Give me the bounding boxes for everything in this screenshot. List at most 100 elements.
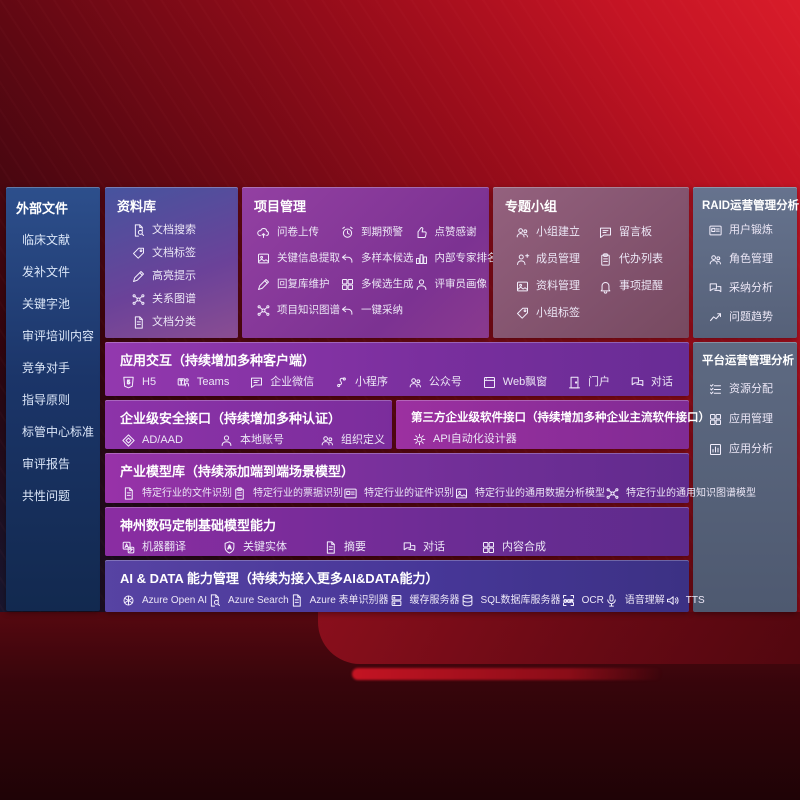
capability-label: 机器翻译 <box>142 541 186 553</box>
sidebar-item[interactable]: 标管中心标准 <box>22 425 94 440</box>
sidebar-item[interactable]: 审评报告 <box>22 457 94 472</box>
org-define-icon <box>320 433 335 448</box>
auth-item[interactable]: 本地账号 <box>219 433 284 448</box>
sidebar-item[interactable]: 临床文献 <box>22 233 94 248</box>
sidebar-item-label: 标管中心标准 <box>22 425 95 439</box>
service-item[interactable]: 缓存服务器 <box>389 593 460 608</box>
panel-title: 企业级安全接口（持续增加多种认证） <box>120 411 342 426</box>
client-item[interactable]: 对话 <box>630 375 673 390</box>
external-files-list: 临床文献 发补文件 关键字池 审评培训内容 竞争对手 指导原则 标管中心标准 审… <box>6 225 100 504</box>
service-label: 缓存服务器 <box>409 595 460 606</box>
sidebar-item[interactable]: 指导原则 <box>22 393 94 408</box>
feature-item[interactable]: 应用管理 <box>708 412 797 427</box>
capability-item[interactable]: 机器翻译 <box>121 540 186 555</box>
model-item[interactable]: 特定行业的通用知识图谱模型 <box>605 486 756 501</box>
group-create-icon <box>515 225 530 240</box>
local-account-icon <box>219 433 234 448</box>
feature-item[interactable]: 关系图谱 <box>131 292 232 307</box>
feature-item[interactable]: 回复库维护 <box>256 277 340 292</box>
service-item[interactable]: OCR <box>561 593 604 608</box>
sidebar-item[interactable]: 发补文件 <box>22 265 94 280</box>
feature-item[interactable]: 评审员画像 <box>414 277 498 292</box>
feature-item[interactable]: 文档分类 <box>131 315 232 330</box>
content-compose-icon <box>481 540 496 555</box>
model-label: 特定行业的通用知识图谱模型 <box>626 488 756 499</box>
feature-item[interactable]: 角色管理 <box>708 252 797 267</box>
service-item[interactable]: 语音理解 <box>604 593 665 608</box>
feature-item[interactable]: 多候选生成 <box>340 277 414 292</box>
auth-item[interactable]: 组织定义 <box>320 433 385 448</box>
service-item[interactable]: TTS <box>665 593 705 608</box>
feature-label: 角色管理 <box>729 253 773 265</box>
feature-label: 采纳分析 <box>729 282 773 294</box>
client-item[interactable]: 门户 <box>567 375 610 390</box>
feature-label: 留言板 <box>619 226 652 238</box>
feature-item[interactable]: 到期预警 <box>340 225 414 240</box>
sidebar-item-label: 发补文件 <box>22 265 71 279</box>
service-item[interactable]: SQL数据库服务器 <box>460 593 561 608</box>
sidebar-item[interactable]: 关键字池 <box>22 297 94 312</box>
model-item[interactable]: 特定行业的证件识别 <box>343 486 454 501</box>
auth-label: 组织定义 <box>340 434 385 446</box>
sidebar-item-label: 审评报告 <box>22 457 71 471</box>
feature-item[interactable]: 应用分析 <box>708 442 797 457</box>
feature-item[interactable]: 用户锻炼 <box>708 223 797 238</box>
feature-item[interactable]: 问卷上传 <box>256 225 340 240</box>
capability-item[interactable]: 内容合成 <box>481 540 546 555</box>
model-item[interactable]: 特定行业的文件识别 <box>121 486 232 501</box>
client-item[interactable]: Teams <box>176 375 229 390</box>
api-item[interactable]: API自动化设计器 <box>412 432 517 447</box>
auth-item[interactable]: AD/AAD <box>121 433 183 448</box>
feature-item[interactable]: 点赞感谢 <box>414 225 498 240</box>
key-info-icon <box>256 251 271 266</box>
feature-label: 问卷上传 <box>277 226 319 238</box>
capability-item[interactable]: 关键实体 <box>222 540 287 555</box>
feature-item[interactable]: 文档搜索 <box>131 223 232 238</box>
feature-item[interactable]: 多样本候选 <box>340 251 414 266</box>
sidebar-item[interactable]: 共性问题 <box>22 489 94 504</box>
sidebar-item[interactable]: 竞争对手 <box>22 361 94 376</box>
feature-item[interactable]: 小组标签 <box>515 306 598 321</box>
client-item[interactable]: Web飘窗 <box>482 375 547 390</box>
feature-item[interactable]: 资料管理 <box>515 279 598 294</box>
feature-label: 小组建立 <box>536 226 580 238</box>
feature-item[interactable]: 采纳分析 <box>708 281 797 296</box>
sidebar-item-label: 临床文献 <box>22 233 71 247</box>
feature-item[interactable]: 小组建立 <box>515 225 598 240</box>
feature-item[interactable]: 文档标签 <box>131 246 232 261</box>
feature-item[interactable]: 问题趋势 <box>708 310 797 325</box>
feature-item[interactable]: 留言板 <box>598 225 681 240</box>
service-item[interactable]: Azure 表单识别器 <box>289 593 389 608</box>
feature-label: 文档分类 <box>152 316 196 328</box>
feature-item[interactable]: 事项提醒 <box>598 279 681 294</box>
feature-label: 资料管理 <box>536 280 580 292</box>
model-item[interactable]: 特定行业的票据识别 <box>232 486 343 501</box>
capability-label: 内容合成 <box>502 541 546 553</box>
sidebar-item[interactable]: 审评培训内容 <box>22 329 94 344</box>
feature-item[interactable]: 一键采纳 <box>340 303 414 318</box>
service-item[interactable]: Azure Open AI <box>121 593 207 608</box>
service-item[interactable]: Azure Search <box>207 593 289 608</box>
panel-title: 第三方企业级软件接口（持续增加多种企业主流软件接口） <box>411 412 710 424</box>
feature-item[interactable]: 关键信息提取 <box>256 251 340 266</box>
feature-item[interactable]: 代办列表 <box>598 252 681 267</box>
feature-item[interactable]: 成员管理 <box>515 252 598 267</box>
feature-item[interactable]: 高亮提示 <box>131 269 232 284</box>
model-item[interactable]: 特定行业的通用数据分析模型 <box>454 486 605 501</box>
feature-item[interactable]: 项目知识图谱 <box>256 303 340 318</box>
model-label: 特定行业的文件识别 <box>142 488 232 499</box>
feature-label: 文档搜索 <box>152 224 196 236</box>
client-item[interactable]: 企业微信 <box>249 375 314 390</box>
sql-db-icon <box>460 593 475 608</box>
service-label: Azure Open AI <box>142 595 208 606</box>
feature-item[interactable]: 资源分配 <box>708 382 797 397</box>
capability-item[interactable]: 摘要 <box>323 540 366 555</box>
panel-third-party-software-api: 第三方企业级软件接口（持续增加多种企业主流软件接口） API自动化设计器 <box>396 400 710 449</box>
client-item[interactable]: H5 <box>121 375 156 390</box>
client-item[interactable]: 小程序 <box>334 375 388 390</box>
client-item[interactable]: 公众号 <box>408 375 462 390</box>
feature-item[interactable]: 内部专家排名 <box>414 251 498 266</box>
capability-item[interactable]: 对话 <box>402 540 445 555</box>
feature-label: 点赞感谢 <box>434 226 477 238</box>
panel-title: 应用交互（持续增加多种客户端） <box>120 353 316 368</box>
